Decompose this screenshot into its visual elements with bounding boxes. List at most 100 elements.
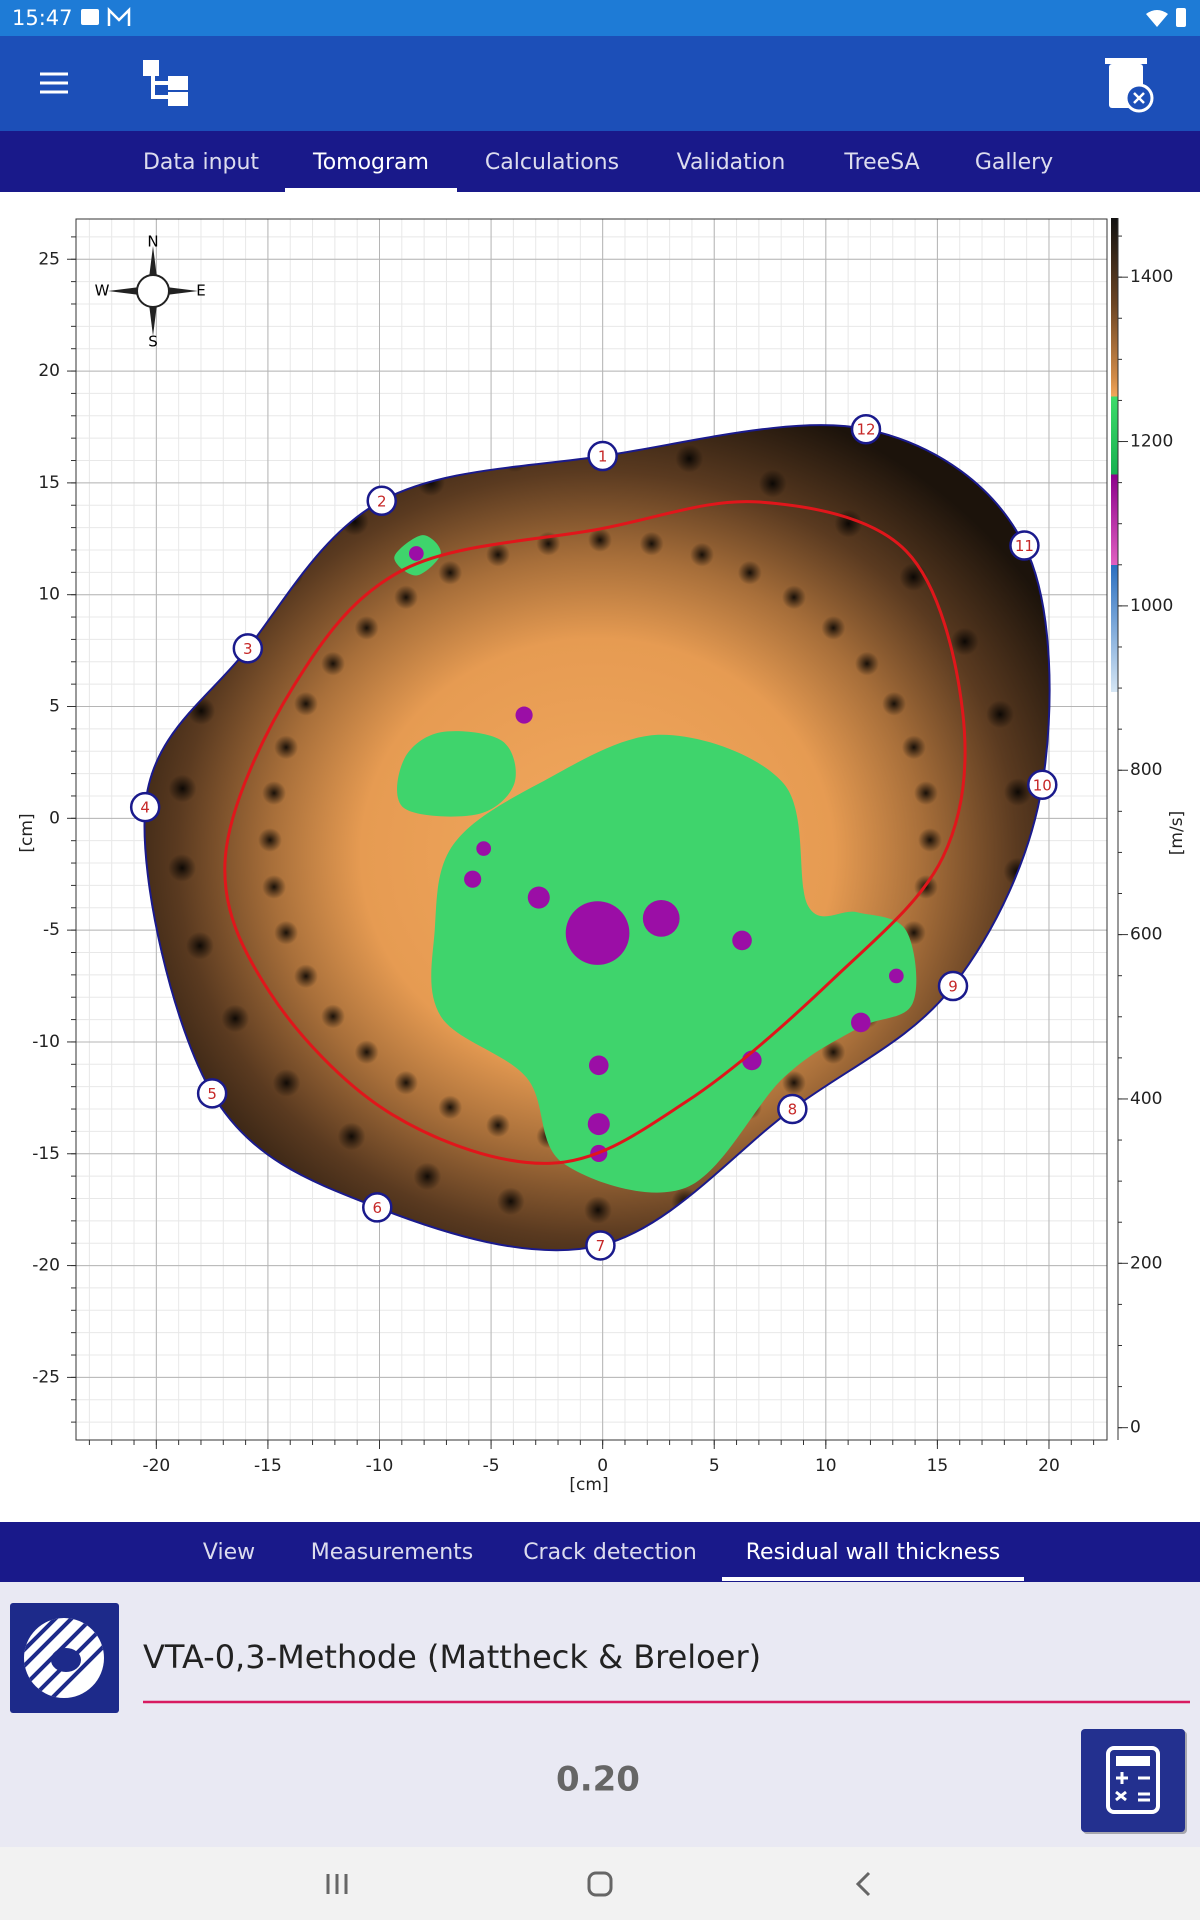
tab[interactable]: Measurements [311,1540,474,1565]
texture-spot [821,1040,846,1065]
purple-zone [588,1055,609,1076]
sensor [585,1230,616,1261]
colorbar-tick-label: 600 [1130,925,1162,945]
sensor [850,413,882,445]
sensor [777,1093,808,1125]
purple-zone [851,1012,871,1033]
y-tick-label: 20 [38,361,60,381]
wifi-icon [1146,10,1168,27]
texture-spot [321,651,346,676]
texture-spot [689,542,714,567]
tab[interactable]: Tomogram [312,150,429,175]
tomogram-chart: -20 -15 -10 -5 0 5 10 15 20-25-20-15-10-50510152… [17,218,1187,1495]
texture-spot [821,615,846,640]
texture-spot [272,1068,301,1097]
texture-spot [781,585,806,610]
tab[interactable]: Calculations [485,150,619,175]
delete-button[interactable] [1105,58,1154,113]
tab[interactable]: Data input [143,150,259,175]
sensor [1027,769,1058,801]
colorbar-tick-label: 200 [1130,1253,1162,1273]
texture-spot [413,1162,442,1191]
tab[interactable]: View [203,1540,255,1565]
battery-icon [1176,8,1186,27]
sensor-label: 9 [948,978,958,996]
recents-button[interactable] [326,1874,348,1894]
colorbar-tick-label: 400 [1130,1089,1162,1109]
sensor [362,1192,393,1223]
texture-spot [262,874,287,899]
compass-label: W [95,282,110,300]
status-time: 15:47 [12,6,73,30]
tab[interactable]: TreeSA [843,150,919,175]
plot-frame [75,218,1108,1441]
tab[interactable]: Crack detection [523,1540,697,1565]
texture-spot [882,691,907,716]
texture-spot [337,1122,366,1151]
method-name[interactable]: VTA-0,3-Methode (Mattheck & Breloer) [143,1638,761,1676]
sensor [129,791,161,823]
y-tick-label: -5 [43,920,60,940]
purple-zone [732,930,752,951]
tree-button[interactable] [143,60,188,106]
purple-zone [464,870,482,888]
sensor-label: 8 [788,1101,798,1119]
calculate-button[interactable] [1081,1729,1187,1834]
texture-spot [781,1070,806,1095]
texture-spot [584,1195,613,1224]
purple-zone [642,900,680,937]
y-tick-label: 15 [38,473,60,493]
colorbar-tick-label: 0 [1130,1418,1141,1438]
menu-button[interactable] [40,72,68,94]
sensor-label: 10 [1033,776,1052,794]
green-zone [431,734,917,1193]
purple-zone [565,901,630,965]
texture-spot [675,444,704,473]
y-tick-label: 10 [38,585,60,605]
sensor-label: 7 [596,1237,606,1255]
texture-spot [274,735,299,760]
sensor-label: 3 [243,640,253,658]
tab[interactable]: Residual wall thickness [746,1540,1001,1565]
y-tick-label: -10 [32,1032,60,1052]
sensor-label: 4 [140,799,150,817]
texture-spot [185,931,214,960]
app-bar [0,36,1200,131]
back-button[interactable] [855,1871,871,1897]
x-axis-label: [cm] [569,1475,608,1495]
bottom-tab-bar [0,1522,1200,1582]
sensor [232,633,264,664]
y-tick-label: 0 [49,808,60,828]
purple-zone [515,706,533,724]
status-icon [81,9,99,25]
y-axis-label: [cm] [17,813,37,852]
colorbar-tick-label: 1400 [1130,267,1173,287]
colorbar [1111,218,1118,1440]
texture-spot [950,627,979,656]
purple-zone [408,546,424,561]
texture-spot [913,781,938,806]
y-tick-label: 25 [38,249,60,269]
sensor-label: 2 [377,492,387,510]
colorbar-tick-label: 1000 [1130,596,1173,616]
tab[interactable]: Gallery [975,150,1053,175]
tab[interactable]: Validation [677,150,786,175]
x-tick-label: 5 [709,1456,720,1476]
y-tick-label: -20 [32,1256,60,1276]
method-icon [10,1603,119,1713]
texture-spot [588,528,612,552]
compass-label: S [148,333,158,351]
texture-spot [262,781,287,806]
tab-group: Data input Tomogram Calculations Validation… [143,150,1053,192]
texture-spot [1003,778,1032,807]
texture-spot [293,691,318,716]
sensor [366,485,397,517]
nav-bar [0,1847,1200,1920]
home-button[interactable] [587,1871,613,1897]
texture-spot [486,542,511,567]
texture-spot [438,1095,463,1120]
sensor-label: 6 [372,1199,382,1217]
sensor [196,1078,228,1109]
texture-spot [899,563,928,592]
